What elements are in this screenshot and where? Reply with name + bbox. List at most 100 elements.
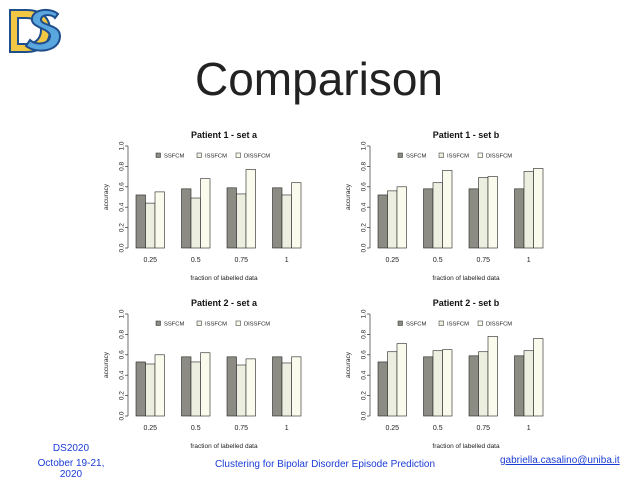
bar-dissfcm	[396, 186, 407, 249]
bar-ssfcm	[135, 361, 146, 417]
x-tick-label: 1	[527, 257, 531, 264]
bar-dissfcm	[245, 358, 256, 417]
chart-title: Patient 1 - set b	[433, 130, 500, 140]
bar-dissfcm	[291, 356, 302, 417]
bar-issfcm	[190, 361, 201, 417]
x-axis-label: fraction of labelled data	[432, 443, 500, 450]
chart-svg: Patient 2 - set a 0.0 0.2 0.4 0.6 0.8 1.0 accur…	[103, 298, 302, 450]
y-tick-label: 0.2	[119, 223, 126, 232]
bar-issfcm	[387, 351, 398, 417]
bar-ssfcm	[468, 355, 479, 417]
footer-talk-title: Clustering for Bipolar Disorder Episode …	[214, 459, 436, 470]
legend-label-ssfcm: SSFCM	[164, 321, 184, 327]
bar-issfcm	[281, 194, 292, 249]
bar-dissfcm	[154, 191, 165, 249]
x-axis-label: fraction of labelled data	[190, 443, 258, 450]
bar-ssfcm	[181, 356, 192, 417]
chart-svg: Patient 1 - set b 0.0 0.2 0.4 0.6 0.8 1.0 accur…	[345, 130, 544, 282]
y-axis-label: accuracy	[103, 351, 110, 378]
bar-ssfcm	[226, 187, 237, 249]
x-tick-label: 0.75	[476, 425, 490, 432]
legend-label-issfcm: ISSFCM	[447, 153, 469, 159]
bar-issfcm	[145, 202, 156, 249]
bar-ssfcm	[226, 356, 237, 417]
chart-title: Patient 1 - set a	[191, 130, 258, 140]
bar-ssfcm	[423, 356, 434, 417]
bar-ssfcm	[514, 188, 525, 249]
y-tick-label: 0.6	[361, 182, 368, 191]
bar-dissfcm	[245, 169, 256, 249]
x-tick-label: 1	[285, 425, 289, 432]
y-tick-label: 0.0	[119, 411, 126, 420]
x-tick-label: 0.75	[234, 425, 248, 432]
x-axis-label: fraction of labelled data	[190, 275, 258, 282]
legend-swatch-dissfcm	[235, 152, 241, 158]
bar-dissfcm	[396, 343, 407, 417]
bar-dissfcm	[487, 176, 498, 249]
y-tick-label: 0.8	[119, 162, 126, 171]
legend-label-dissfcm: DISSFCM	[244, 321, 270, 327]
chart-svg: Patient 1 - set a 0.0 0.2 0.4 0.6 0.8 1.0 accur…	[103, 130, 302, 282]
bar-ssfcm	[135, 194, 146, 249]
bar-issfcm	[236, 364, 247, 417]
y-tick-label: 0.4	[119, 370, 126, 379]
footer-email-link[interactable]: gabriella.casalino@uniba.it	[500, 455, 620, 466]
bar-dissfcm	[442, 349, 453, 417]
y-tick-label: 0.6	[361, 350, 368, 359]
bar-issfcm	[432, 350, 443, 417]
legend-label-dissfcm: DISSFCM	[486, 153, 512, 159]
y-tick-label: 1.0	[119, 309, 126, 318]
y-tick-label: 0.2	[361, 391, 368, 400]
y-tick-label: 0.8	[361, 330, 368, 339]
bar-ssfcm	[423, 188, 434, 249]
y-axis-label: accuracy	[345, 183, 352, 210]
bar-dissfcm	[200, 352, 211, 417]
y-tick-label: 0.6	[119, 182, 126, 191]
x-tick-label: 0.75	[234, 257, 248, 264]
bar-ssfcm	[377, 194, 388, 249]
x-axis-label: fraction of labelled data	[432, 275, 500, 282]
legend-label-ssfcm: SSFCM	[406, 321, 426, 327]
bar-issfcm	[236, 193, 247, 249]
chart-title: Patient 2 - set b	[433, 298, 500, 308]
legend-label-ssfcm: SSFCM	[164, 153, 184, 159]
chart-patient2-set-b: Patient 2 - set b 0.0 0.2 0.4 0.6 0.8 1.0 accur…	[338, 294, 563, 459]
legend-swatch-dissfcm	[477, 320, 483, 326]
bar-ssfcm	[272, 356, 283, 417]
x-tick-label: 1	[527, 425, 531, 432]
bar-issfcm	[432, 182, 443, 249]
bar-dissfcm	[291, 182, 302, 249]
chart-patient1-set-a: Patient 1 - set a 0.0 0.2 0.4 0.6 0.8 1.0 accur…	[96, 126, 321, 291]
legend-label-issfcm: ISSFCM	[205, 153, 227, 159]
legend-swatch-dissfcm	[235, 320, 241, 326]
x-tick-label: 0.5	[433, 257, 443, 264]
x-tick-label: 0.5	[433, 425, 443, 432]
bar-issfcm	[478, 177, 489, 249]
legend-swatch-issfcm	[438, 152, 444, 158]
y-tick-label: 1.0	[361, 309, 368, 318]
bar-issfcm	[478, 351, 489, 417]
x-tick-label: 1	[285, 257, 289, 264]
x-tick-label: 0.5	[191, 257, 201, 264]
bar-ssfcm	[377, 361, 388, 417]
legend-label-issfcm: ISSFCM	[205, 321, 227, 327]
y-tick-label: 0.0	[361, 243, 368, 252]
x-tick-label: 0.25	[143, 257, 157, 264]
footer-conference-name: DS2020	[52, 443, 90, 454]
bar-dissfcm	[533, 168, 544, 249]
logo-s-shape	[24, 8, 62, 52]
y-tick-label: 0.0	[119, 243, 126, 252]
y-tick-label: 0.0	[361, 411, 368, 420]
bar-ssfcm	[468, 188, 479, 249]
legend-label-issfcm: ISSFCM	[447, 321, 469, 327]
legend-swatch-issfcm	[196, 152, 202, 158]
footer-conference: DS2020 October 19-21, 2020	[34, 443, 108, 480]
bar-issfcm	[523, 171, 534, 249]
legend-label-dissfcm: DISSFCM	[486, 321, 512, 327]
bar-ssfcm	[272, 187, 283, 249]
bar-issfcm	[145, 363, 156, 417]
bar-issfcm	[387, 190, 398, 249]
y-tick-label: 0.8	[119, 330, 126, 339]
bar-issfcm	[190, 197, 201, 249]
legend-swatch-ssfcm	[155, 320, 161, 326]
